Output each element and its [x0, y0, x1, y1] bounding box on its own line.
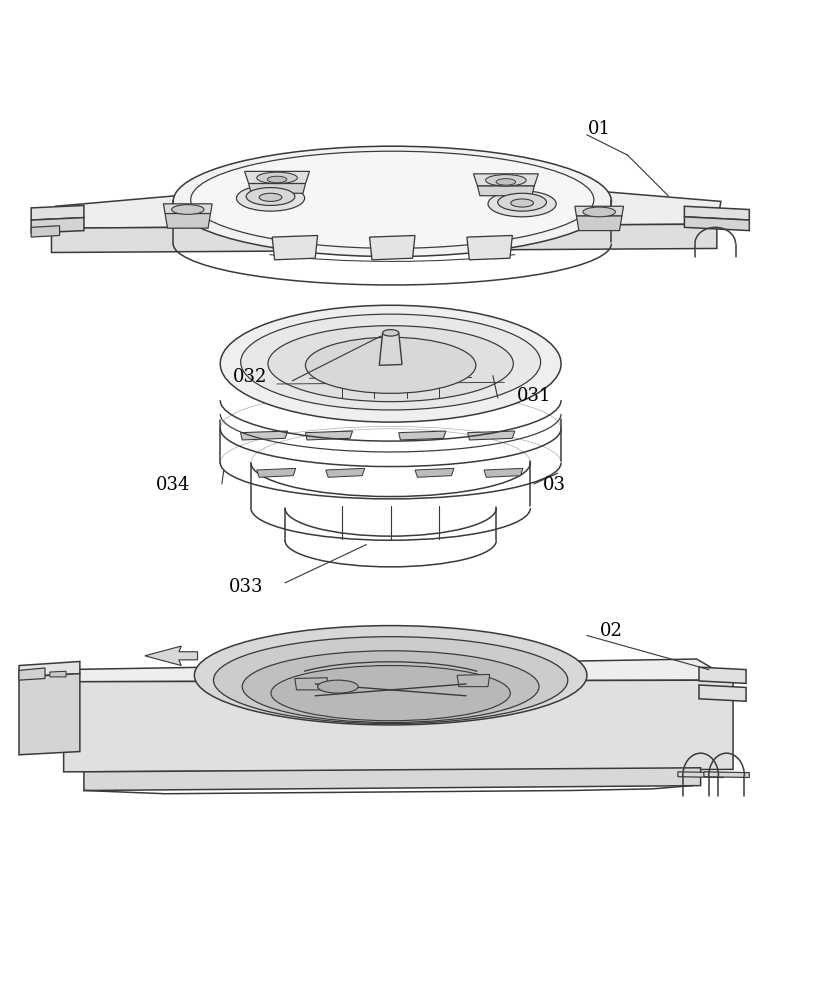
Text: 02: 02: [600, 622, 623, 640]
Polygon shape: [31, 218, 84, 233]
Polygon shape: [704, 772, 749, 778]
Polygon shape: [19, 668, 45, 680]
Polygon shape: [458, 674, 489, 687]
Polygon shape: [50, 671, 66, 677]
Polygon shape: [31, 205, 84, 220]
Polygon shape: [31, 226, 60, 237]
Ellipse shape: [488, 191, 556, 217]
Polygon shape: [415, 468, 454, 477]
Ellipse shape: [236, 185, 305, 211]
Polygon shape: [484, 468, 523, 477]
Ellipse shape: [583, 207, 615, 217]
Ellipse shape: [382, 330, 399, 336]
Polygon shape: [369, 235, 415, 260]
Polygon shape: [467, 235, 512, 260]
Polygon shape: [248, 184, 306, 193]
Ellipse shape: [271, 666, 511, 721]
Polygon shape: [699, 685, 746, 701]
Polygon shape: [678, 772, 723, 778]
Ellipse shape: [496, 179, 516, 185]
Text: 03: 03: [543, 476, 566, 494]
Polygon shape: [257, 468, 296, 477]
Text: 01: 01: [587, 120, 610, 138]
Polygon shape: [575, 206, 623, 216]
Ellipse shape: [213, 637, 568, 724]
Ellipse shape: [194, 626, 587, 725]
Polygon shape: [699, 667, 746, 683]
Polygon shape: [306, 431, 352, 440]
Ellipse shape: [242, 651, 539, 722]
Ellipse shape: [190, 151, 594, 248]
Polygon shape: [165, 214, 211, 228]
Polygon shape: [685, 217, 749, 231]
Polygon shape: [145, 646, 198, 666]
Polygon shape: [272, 235, 318, 260]
Polygon shape: [64, 680, 733, 772]
Polygon shape: [244, 171, 310, 184]
Polygon shape: [51, 175, 721, 228]
Polygon shape: [84, 768, 701, 790]
Ellipse shape: [268, 326, 513, 402]
Ellipse shape: [306, 337, 475, 393]
Polygon shape: [240, 431, 288, 440]
Ellipse shape: [173, 146, 611, 257]
Polygon shape: [163, 204, 212, 214]
Text: 034: 034: [156, 476, 190, 494]
Ellipse shape: [498, 193, 547, 211]
Ellipse shape: [259, 193, 282, 201]
Ellipse shape: [246, 188, 295, 205]
Text: 031: 031: [517, 387, 551, 405]
Ellipse shape: [172, 205, 204, 214]
Polygon shape: [685, 206, 749, 220]
Polygon shape: [399, 431, 446, 440]
Text: 032: 032: [233, 368, 267, 386]
Ellipse shape: [485, 175, 526, 186]
Ellipse shape: [511, 199, 534, 207]
Polygon shape: [64, 659, 733, 682]
Ellipse shape: [221, 305, 561, 422]
Polygon shape: [577, 216, 622, 231]
Ellipse shape: [267, 176, 287, 183]
Polygon shape: [477, 186, 534, 196]
Ellipse shape: [241, 314, 541, 410]
Polygon shape: [468, 431, 515, 440]
Polygon shape: [379, 333, 402, 365]
Polygon shape: [19, 674, 80, 755]
Polygon shape: [19, 661, 80, 677]
Ellipse shape: [318, 680, 358, 693]
Text: 033: 033: [229, 578, 263, 596]
Polygon shape: [473, 174, 538, 186]
Polygon shape: [326, 468, 364, 477]
Polygon shape: [51, 224, 717, 253]
Polygon shape: [295, 678, 328, 690]
Ellipse shape: [257, 172, 297, 184]
